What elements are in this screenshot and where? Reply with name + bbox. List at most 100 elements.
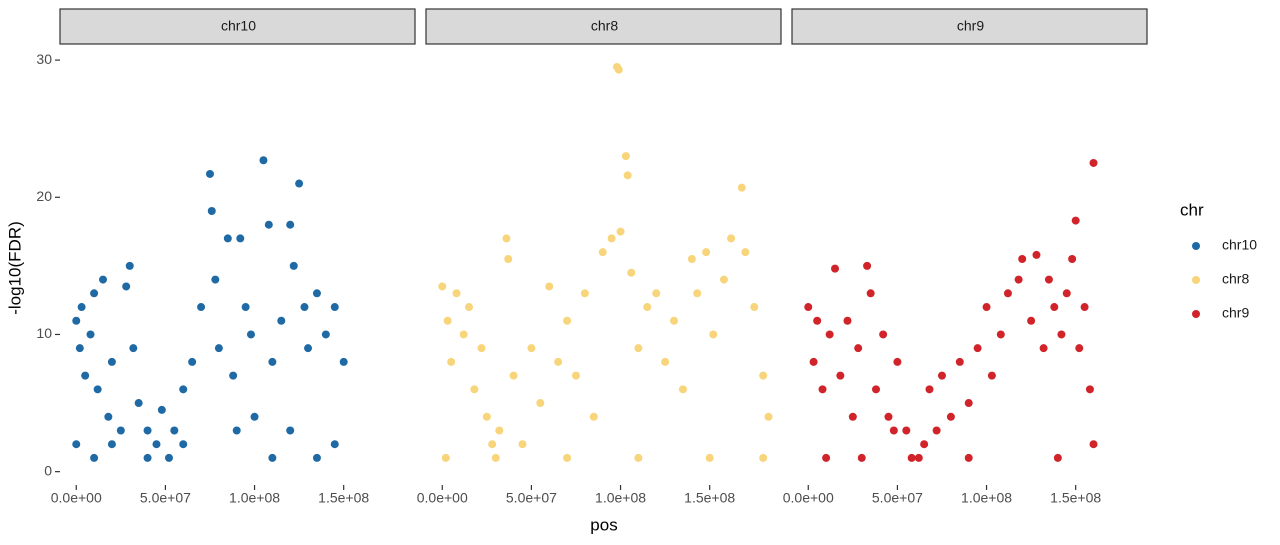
point	[143, 426, 152, 435]
point	[312, 289, 321, 298]
point	[443, 316, 452, 325]
point	[122, 282, 131, 291]
point	[482, 412, 491, 421]
point	[571, 371, 580, 380]
x-tick-label: 5.0e+07	[140, 490, 191, 506]
legend-label: chr10	[1222, 237, 1257, 253]
point	[1089, 440, 1098, 449]
facet-label: chr8	[591, 18, 618, 34]
point	[1068, 255, 1077, 264]
point	[286, 426, 295, 435]
point	[607, 234, 616, 243]
point	[250, 412, 259, 421]
point	[268, 453, 277, 462]
point	[527, 344, 536, 353]
point	[693, 289, 702, 298]
point	[621, 152, 630, 161]
point	[652, 289, 661, 298]
point	[634, 344, 643, 353]
point	[107, 440, 116, 449]
point	[452, 289, 461, 298]
point	[170, 426, 179, 435]
point	[300, 303, 309, 312]
point	[1085, 385, 1094, 394]
point	[709, 330, 718, 339]
point	[1053, 453, 1062, 462]
point	[447, 357, 456, 366]
point	[1089, 158, 1098, 167]
point	[304, 344, 313, 353]
point	[848, 412, 857, 421]
point	[214, 344, 223, 353]
point	[179, 385, 188, 394]
point	[179, 440, 188, 449]
point	[661, 357, 670, 366]
point	[246, 330, 255, 339]
point	[946, 412, 955, 421]
x-axis-label: pos	[590, 515, 617, 534]
point	[920, 440, 929, 449]
point	[996, 330, 1005, 339]
point	[614, 65, 623, 74]
point	[197, 303, 206, 312]
point	[491, 453, 500, 462]
point	[259, 156, 268, 165]
point	[129, 344, 138, 353]
point	[1080, 303, 1089, 312]
point	[727, 234, 736, 243]
legend-marker	[1192, 242, 1200, 250]
x-tick-label: 0.0e+00	[417, 490, 468, 506]
point	[866, 289, 875, 298]
facet-strip	[59, 8, 416, 45]
point	[598, 248, 607, 257]
point	[264, 220, 273, 229]
y-tick-label: 10	[36, 325, 52, 341]
point	[759, 371, 768, 380]
point	[932, 426, 941, 435]
point	[1032, 250, 1041, 259]
point	[964, 453, 973, 462]
legend-marker	[1192, 310, 1200, 318]
point	[884, 412, 893, 421]
point	[289, 261, 298, 270]
point	[330, 440, 339, 449]
point	[580, 289, 589, 298]
point	[211, 275, 220, 284]
point	[643, 303, 652, 312]
x-tick-label: 5.0e+07	[506, 490, 557, 506]
point	[822, 453, 831, 462]
point	[872, 385, 881, 394]
point	[955, 357, 964, 366]
point	[477, 344, 486, 353]
point	[1062, 289, 1071, 298]
point	[459, 330, 468, 339]
point	[86, 330, 95, 339]
point	[809, 357, 818, 366]
point	[741, 248, 750, 257]
point	[1050, 303, 1059, 312]
point	[518, 440, 527, 449]
point	[241, 303, 250, 312]
point	[295, 179, 304, 188]
point	[623, 171, 632, 180]
point	[854, 344, 863, 353]
point	[441, 453, 450, 462]
point	[1075, 344, 1084, 353]
point	[152, 440, 161, 449]
point	[223, 234, 232, 243]
point	[678, 385, 687, 394]
point	[116, 426, 125, 435]
point	[495, 426, 504, 435]
point	[90, 289, 99, 298]
point	[879, 330, 888, 339]
x-tick-label: 1.5e+08	[684, 490, 735, 506]
point	[907, 453, 916, 462]
point	[134, 399, 143, 408]
point	[286, 220, 295, 229]
point	[232, 426, 241, 435]
point	[1003, 289, 1012, 298]
point	[964, 399, 973, 408]
point	[764, 412, 773, 421]
point	[818, 385, 827, 394]
